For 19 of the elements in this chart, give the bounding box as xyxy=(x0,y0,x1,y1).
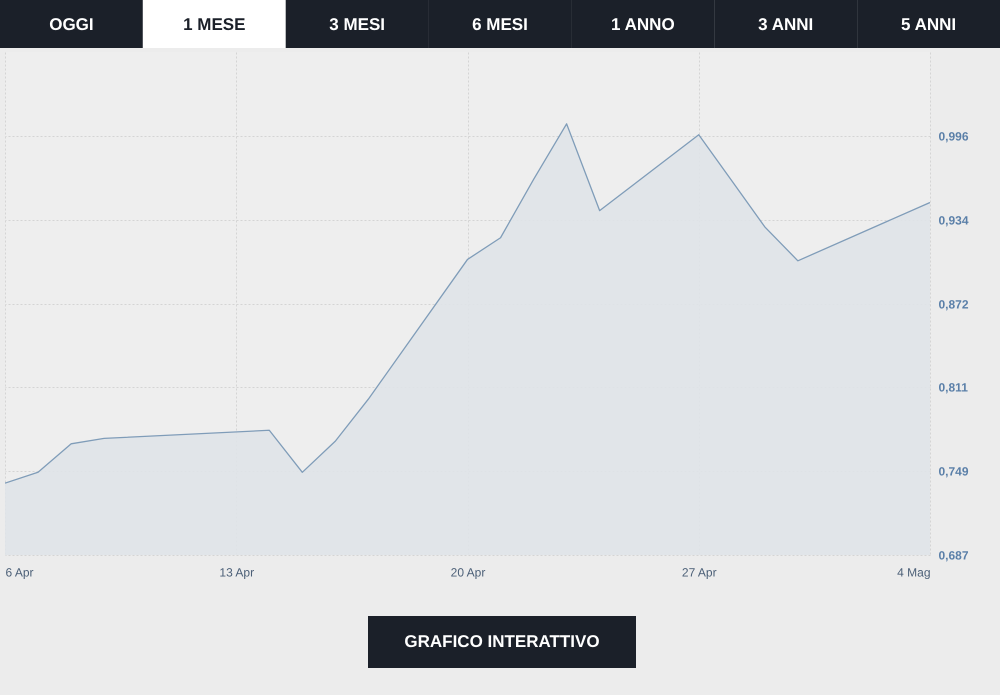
y-tick-label: 0,749 xyxy=(938,464,969,478)
y-tick-label: 0,811 xyxy=(938,380,968,394)
text: GRAFICO INTERATTIVO xyxy=(404,632,600,651)
text: 3 ANNI xyxy=(758,15,814,34)
text: 1 ANNO xyxy=(611,15,675,34)
text: 5 ANNI xyxy=(901,15,956,34)
x-tick-label: 4 Mag xyxy=(897,566,930,580)
x-tick-label: 27 Apr xyxy=(682,566,717,580)
text: OGGI xyxy=(49,15,94,34)
x-tick-label: 20 Apr xyxy=(450,566,486,580)
text: 3 MESI xyxy=(329,15,386,34)
y-tick-label: 0,687 xyxy=(938,548,969,562)
y-tick-label: 0,872 xyxy=(938,298,969,312)
x-tick-label: 13 Apr xyxy=(219,566,254,580)
x-tick-label: 6 Apr xyxy=(6,566,34,580)
y-tick-label: 0,934 xyxy=(938,214,969,228)
y-tick-label: 0,996 xyxy=(938,130,969,144)
text: 1 MESE xyxy=(183,15,246,34)
text: 6 MESI xyxy=(472,15,528,34)
